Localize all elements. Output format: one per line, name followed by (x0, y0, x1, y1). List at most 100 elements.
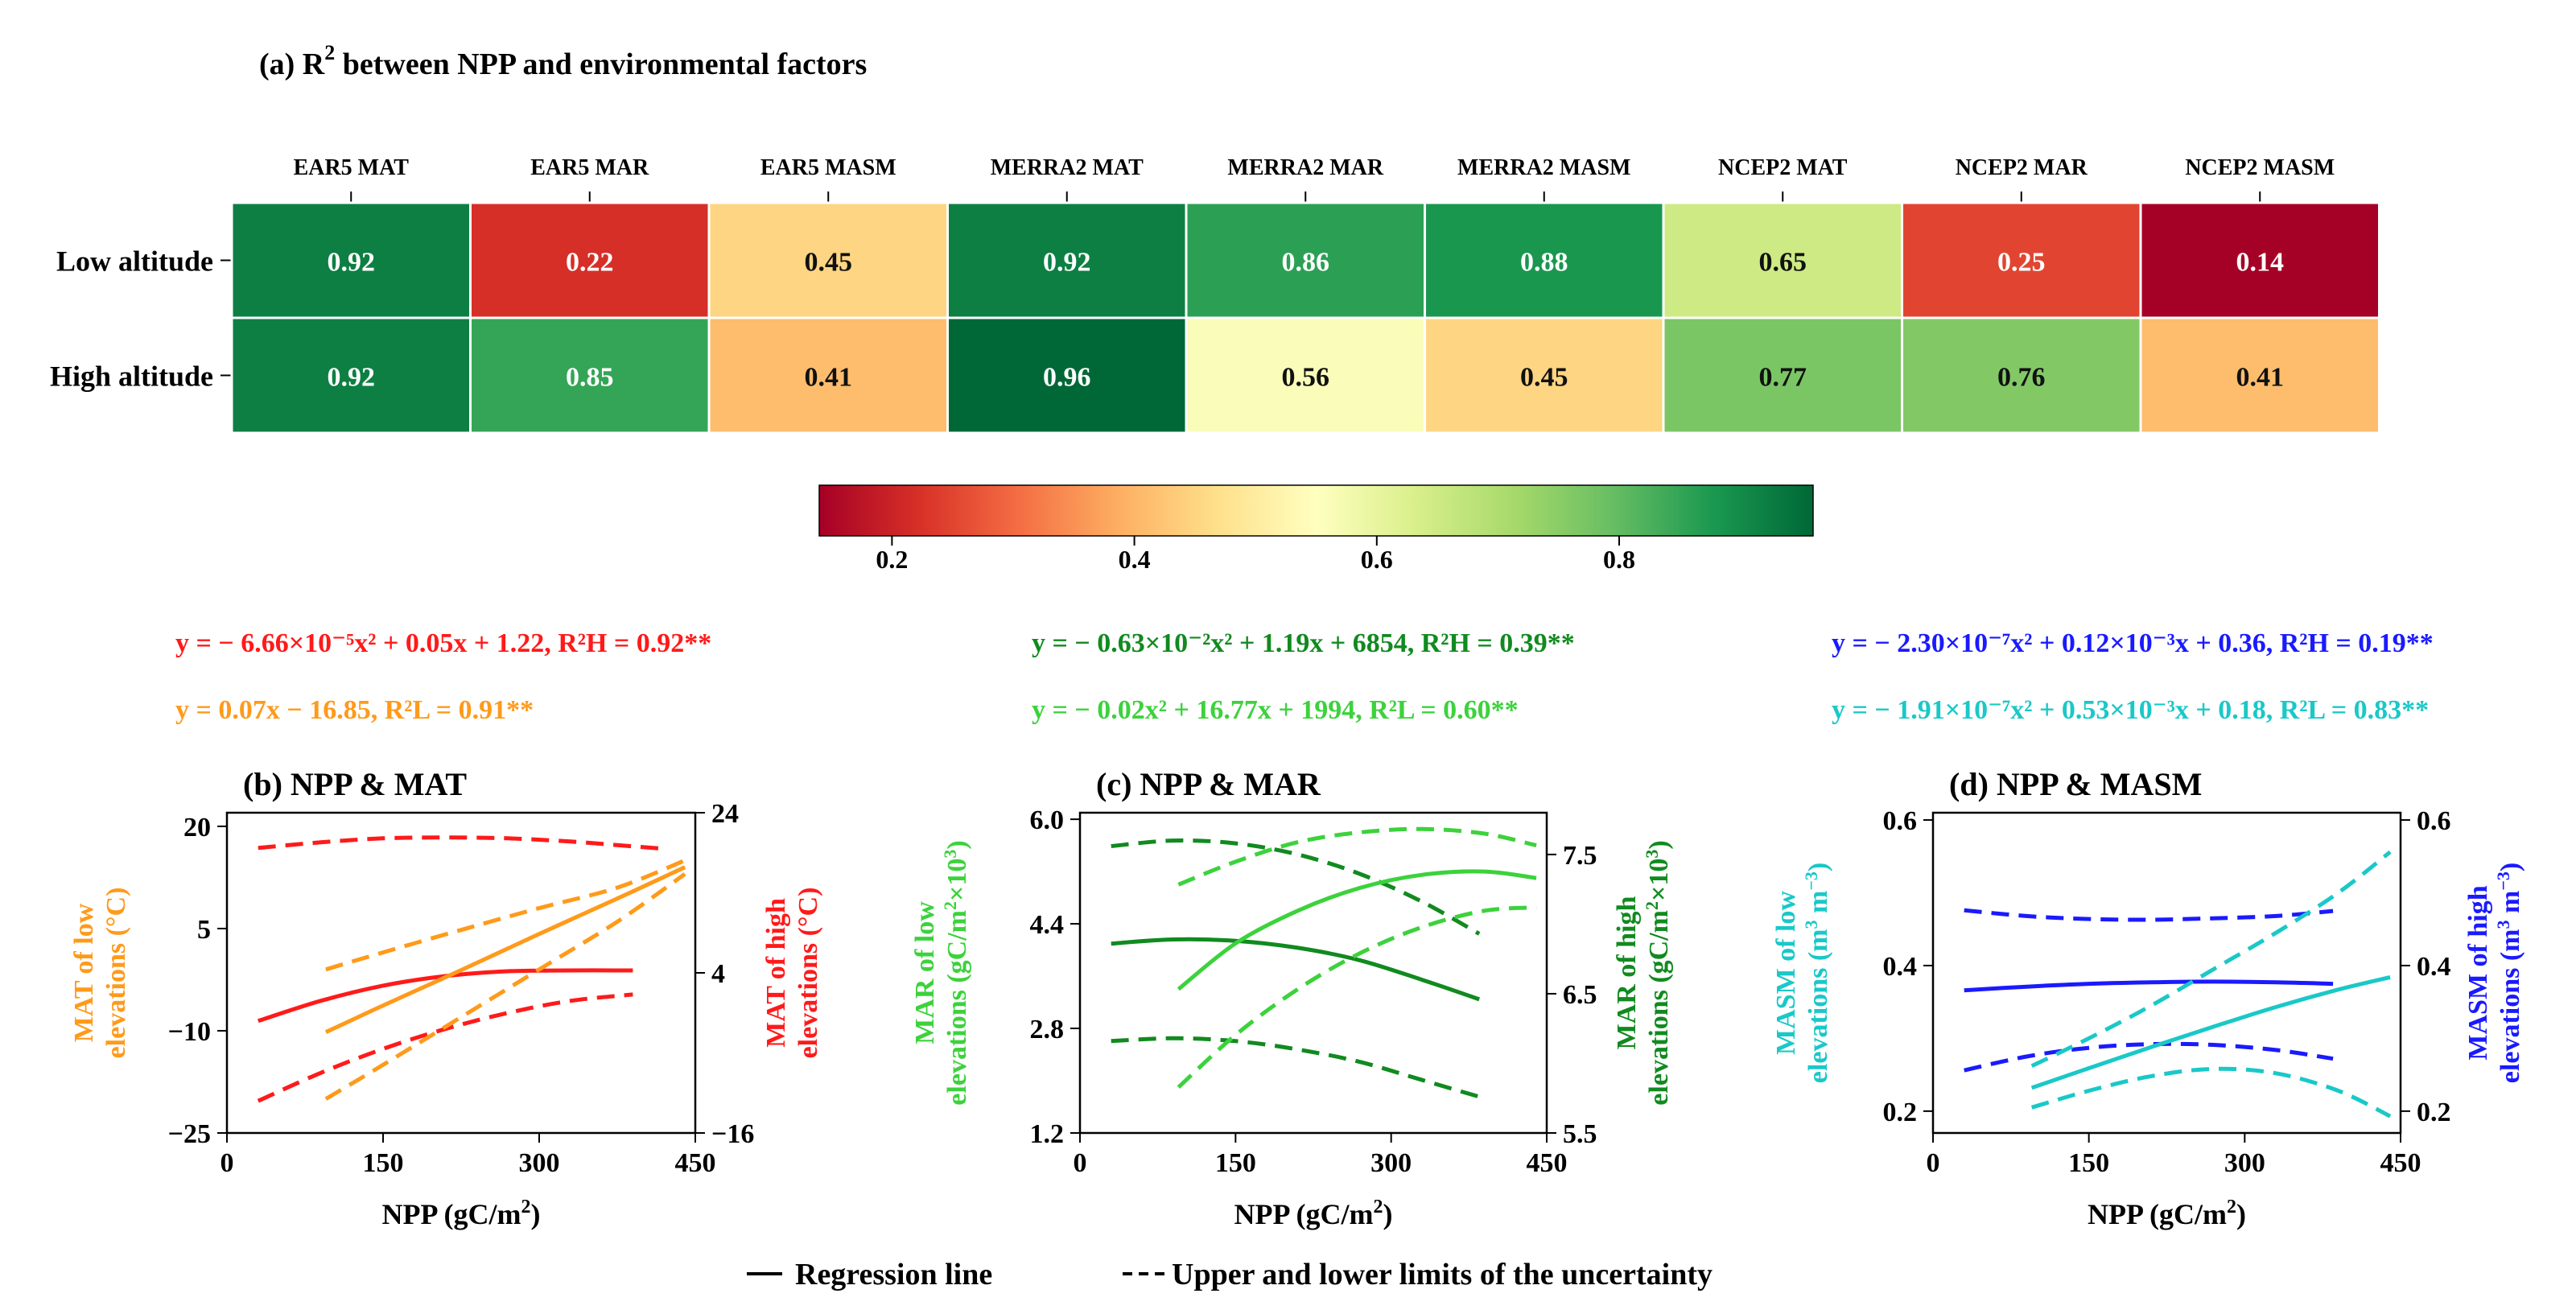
y-left-tick-label: 2.8 (1030, 1015, 1065, 1044)
heatmap-column-label: NCEP2 MAR (1956, 155, 2088, 180)
x-tick-label: 300 (2224, 1148, 2265, 1178)
heatmap-cell (1185, 316, 1426, 435)
plot-frame (1078, 811, 1548, 1135)
series-line-high_upper (258, 835, 665, 851)
heatmap-cell (1662, 316, 1903, 435)
heatmap-cell-label: 0.41 (2236, 363, 2285, 393)
plot-frame (1931, 811, 2402, 1135)
x-tick-label: 150 (2068, 1148, 2109, 1178)
heatmap-cell (1901, 316, 2142, 435)
plot-title: (d) NPP & MASM (1949, 766, 2202, 802)
equation-c-low: y = − 0.02x² + 16.77x + 1994, R²L = 0.60… (1032, 695, 1519, 725)
heatmap-cell-label: 0.22 (566, 248, 614, 278)
series-line-high_fit (1964, 979, 2334, 993)
colorbar-tick-label: 0.4 (1119, 545, 1151, 574)
colorbar-tick-label: 0.6 (1361, 545, 1393, 574)
heatmap-cell-label: 0.92 (1043, 248, 1091, 278)
series-line-low_upper (2030, 850, 2392, 1069)
heatmap-cell-label: 0.86 (1282, 248, 1330, 278)
heatmap-column-label: EAR5 MAT (294, 155, 410, 180)
y-left-tick-label: −10 (168, 1017, 211, 1047)
y-right-tick-label: 4 (711, 959, 725, 989)
heatmap-column-label: MERRA2 MAT (991, 155, 1144, 180)
y-right-tick-label: 0.6 (2417, 806, 2451, 836)
x-tick-label: 0 (1074, 1148, 1087, 1178)
x-tick-label: 150 (363, 1148, 404, 1178)
series-line-high_upper (1111, 838, 1481, 936)
plot-title: (c) NPP & MAR (1096, 766, 1321, 802)
heatmap-cell (469, 201, 711, 319)
equation-b-high: y = − 6.66×10⁻⁵x² + 0.05x + 1.22, R²H = … (175, 628, 711, 658)
series-line-low_lower (2031, 1066, 2392, 1118)
heatmap-cell-label: 0.41 (805, 363, 853, 393)
heatmap-cell-label: 0.92 (328, 363, 376, 393)
x-axis-label: NPP (gC/m2) (1234, 1197, 1393, 1230)
y-right-axis-label: MAR of highelevations (gC/m2×103) (1612, 840, 1674, 1105)
y-left-tick-label: 0.2 (1883, 1098, 1918, 1127)
series-line-low_lower (324, 872, 686, 1101)
heatmap-row-label: Low altitude (56, 245, 213, 278)
heatmap-row-label: High altitude (50, 360, 213, 393)
y-left-tick-label: 20 (183, 813, 211, 842)
y-left-tick-label: 4.4 (1030, 910, 1065, 940)
y-right-tick-label: 6.5 (1563, 980, 1597, 1010)
y-right-tick-label: 24 (711, 799, 739, 829)
heatmap-cell-label: 0.65 (1759, 248, 1807, 278)
heatmap-cell-label: 0.92 (328, 248, 376, 278)
series-line-high_lower (1964, 1041, 2334, 1073)
colorbar: 0.2 0.4 0.6 0.8 (818, 484, 1814, 574)
series-line-high_upper (1964, 908, 2334, 922)
plot-npp-mat: (b) NPP & MAT 0 150 300 450 NPP (gC/m2) −25 −10… (69, 766, 823, 1230)
y-left-axis-label: MAR of lowelevations (gC/m2×103) (910, 840, 972, 1105)
heatmap-cell (1901, 201, 2142, 319)
series-line-low_fit (2030, 974, 2391, 1090)
plot-title: (b) NPP & MAT (243, 766, 467, 802)
heatmap-cell-label: 0.14 (2236, 248, 2285, 278)
series-line-high_lower (1111, 1036, 1480, 1099)
x-tick-label: 450 (1527, 1148, 1568, 1178)
heatmap-cell (2139, 316, 2380, 435)
heatmap-cell-label: 0.45 (1520, 363, 1568, 393)
equation-d-high: y = − 2.30×10⁻⁷x² + 0.12×10⁻³x + 0.36, R… (1832, 628, 2434, 658)
colorbar-gradient (818, 484, 1814, 537)
heatmap-cell (1662, 201, 1903, 319)
heatmap-cell-label: 0.77 (1759, 363, 1807, 393)
heatmap-cell-label: 0.85 (566, 363, 614, 393)
series-line-low_fit (324, 865, 686, 1034)
heatmap-cell (1424, 316, 1665, 435)
legend-solid-label: Regression line (795, 1258, 992, 1291)
y-left-tick-label: 6.0 (1030, 805, 1065, 835)
heatmap-cell (2139, 201, 2380, 319)
y-left-tick-label: −25 (168, 1119, 211, 1149)
y-right-tick-label: 5.5 (1563, 1119, 1597, 1149)
heatmap-column-label: MERRA2 MASM (1457, 155, 1630, 180)
heatmap-cell (946, 201, 1188, 319)
colorbar-tick-label: 0.2 (876, 545, 908, 574)
heatmap-cell-label: 0.25 (1997, 248, 2046, 278)
heatmap-column-label: NCEP2 MASM (2185, 155, 2335, 180)
y-left-axis-label: MASM of lowelevations (m3 m−3) (1771, 863, 1833, 1083)
heatmap-cell-label: 0.56 (1282, 363, 1330, 393)
series-line-low_upper (325, 858, 686, 972)
x-tick-label: 450 (2380, 1148, 2421, 1178)
x-tick-label: 300 (1370, 1148, 1412, 1178)
heatmap-cell-label: 0.88 (1520, 248, 1568, 278)
heatmap-cell-label: 0.45 (805, 248, 853, 278)
heatmap-cell (469, 316, 711, 435)
x-tick-label: 300 (519, 1148, 560, 1178)
heatmap-column-label: EAR5 MAR (530, 155, 649, 180)
y-left-tick-label: 0.4 (1883, 952, 1918, 982)
x-tick-label: 0 (1927, 1148, 1940, 1178)
series-line-high_lower (257, 992, 633, 1103)
x-axis-label: NPP (gC/m2) (2088, 1197, 2246, 1230)
y-right-tick-label: 0.2 (2417, 1098, 2451, 1127)
series-line-high_fit (1111, 937, 1481, 1002)
series-line-low_fit (1177, 869, 1537, 991)
y-left-tick-label: 1.2 (1030, 1119, 1065, 1149)
equation-c-high: y = − 0.63×10⁻²x² + 1.19x + 6854, R²H = … (1032, 628, 1575, 658)
y-left-axis-label: MAT of lowelevations (°C) (69, 888, 131, 1059)
x-axis-label: NPP (gC/m2) (382, 1197, 541, 1230)
colorbar-tick-label: 0.8 (1603, 545, 1635, 574)
equation-b-low: y = 0.07x − 16.85, R²L = 0.91** (175, 695, 534, 725)
